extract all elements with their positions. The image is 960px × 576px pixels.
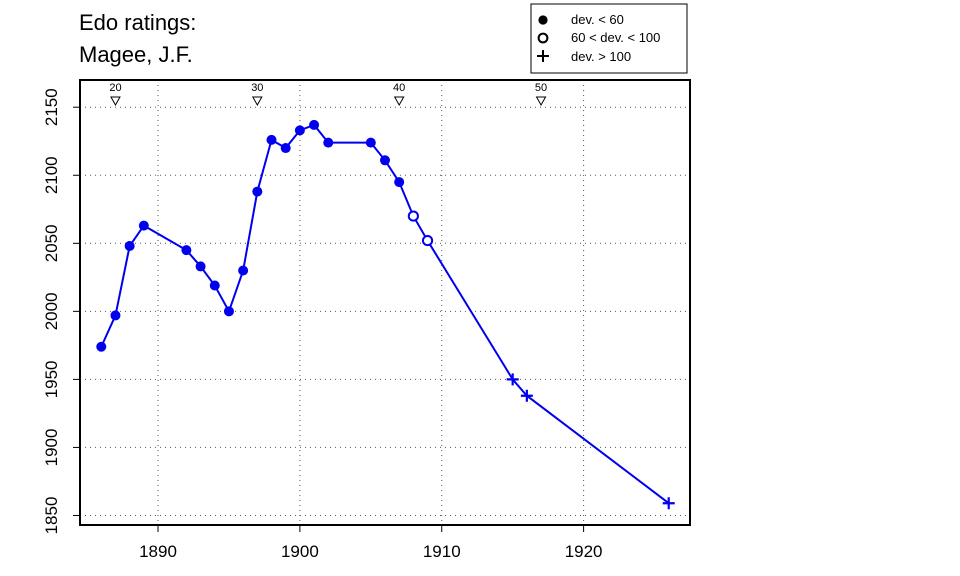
- data-point-1926: [662, 497, 675, 510]
- y-tick-label-1850: 1850: [42, 497, 61, 535]
- y-axis: 1850 1900 1950 2000 2050 2100 2150: [42, 88, 80, 534]
- y-tick-label-2100: 2100: [42, 156, 61, 194]
- legend-label-dev-below-60: dev. < 60: [571, 12, 624, 27]
- data-point-1889: [138, 220, 149, 231]
- game-count-triangle-icon: [535, 96, 547, 107]
- legend-box: [530, 3, 688, 74]
- chart-title-line-2: Magee, J.F.: [79, 42, 193, 67]
- data-point-1908: [407, 210, 419, 222]
- plot-frame: [79, 79, 691, 526]
- x-axis: 1890 1900 1910 1920: [139, 525, 603, 561]
- data-point-1888: [124, 241, 135, 252]
- data-point-1898: [266, 134, 277, 145]
- legend-plus-icon: [537, 50, 549, 62]
- data-point-1896: [238, 265, 249, 276]
- game-count-label-30: 30: [251, 82, 263, 94]
- game-count-label-40: 40: [393, 82, 405, 94]
- x-tick-label-1910: 1910: [423, 542, 461, 561]
- data-point-1900: [294, 125, 305, 136]
- data-point-1901: [309, 119, 320, 130]
- data-point-1905: [365, 137, 376, 148]
- game-count-markers: 20 30 40 50: [109, 82, 547, 107]
- x-tick-label-1890: 1890: [139, 542, 177, 561]
- rating-line: [100, 123, 670, 505]
- data-point-1902: [323, 137, 334, 148]
- legend-label-dev-above-100: dev. > 100: [571, 49, 631, 64]
- game-count-label-20: 20: [109, 82, 121, 94]
- data-point-1887: [110, 310, 121, 321]
- grid-lines: [80, 80, 690, 525]
- data-point-1886: [96, 341, 107, 352]
- x-tick-label-1920: 1920: [565, 542, 603, 561]
- legend-label-dev-60-to-100: 60 < dev. < 100: [571, 30, 660, 45]
- data-point-1909: [421, 234, 434, 247]
- game-count-label-50: 50: [535, 82, 547, 94]
- game-count-triangle-icon: [251, 96, 263, 107]
- data-point-1893: [195, 261, 206, 272]
- y-tick-label-2050: 2050: [42, 224, 61, 262]
- data-point-1907: [394, 177, 405, 188]
- data-point-1906: [380, 155, 390, 166]
- game-count-triangle-icon: [110, 96, 121, 107]
- x-tick-label-1900: 1900: [281, 542, 319, 561]
- data-point-1897: [252, 186, 263, 197]
- y-tick-label-1900: 1900: [42, 429, 61, 467]
- data-point-1892: [181, 245, 192, 256]
- data-point-1915: [506, 373, 519, 386]
- legend-open-circle-icon: [537, 32, 549, 44]
- data-point-1894: [209, 280, 220, 291]
- chart-title-line-1: Edo ratings:: [79, 10, 196, 35]
- data-point-1916: [520, 389, 533, 402]
- legend: dev. < 60 60 < dev. < 100 dev. > 100: [530, 3, 688, 74]
- y-tick-label-1950: 1950: [42, 360, 61, 398]
- y-tick-label-2150: 2150: [42, 88, 61, 126]
- game-count-triangle-icon: [393, 96, 405, 107]
- data-point-1899: [280, 143, 291, 154]
- y-tick-label-2000: 2000: [42, 292, 61, 330]
- legend-filled-circle-icon: [538, 15, 548, 25]
- data-point-1895: [223, 306, 234, 317]
- rating-series: [96, 119, 675, 510]
